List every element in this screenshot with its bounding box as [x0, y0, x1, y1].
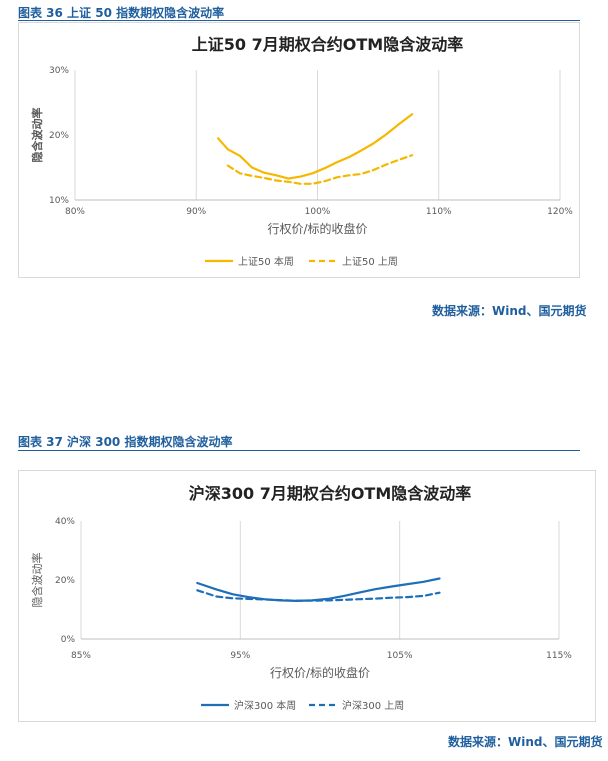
legend-label: 上证50 本周: [238, 255, 294, 268]
y-tick-label: 40%: [55, 517, 75, 527]
series-line-last-week: [196, 589, 441, 602]
figure-36-rule: [18, 20, 580, 21]
x-tick-label: 105%: [387, 651, 413, 661]
x-tick-label: 95%: [230, 651, 250, 661]
x-tick-label: 100%: [305, 207, 331, 217]
series-line-this-week: [217, 113, 414, 180]
y-tick-label: 20%: [49, 131, 69, 141]
legend-label: 上证50 上周: [342, 256, 398, 268]
x-tick-label: 120%: [547, 207, 573, 217]
x-tick-label: 90%: [186, 207, 206, 217]
chart-csi300: 沪深300 7月期权合约OTM隐含波动率 85% 95% 105% 115% 0% 20% 4…: [30, 484, 572, 712]
figure-37-rule: [18, 450, 580, 451]
legend-label: 沪深300 本周: [234, 699, 296, 712]
figure-36-source: 数据来源：Wind、国元期货: [432, 304, 587, 318]
figure-37-source: 数据来源：Wind、国元期货: [448, 735, 603, 749]
x-tick-label: 80%: [65, 207, 85, 217]
x-tick-label: 85%: [71, 651, 91, 661]
x-tick-label: 115%: [546, 651, 572, 661]
y-axis-label: 隐含波动率: [30, 553, 44, 608]
figure-37-caption: 图表 37 沪深 300 指数期权隐含波动率: [18, 435, 233, 449]
chart-title: 沪深300 7月期权合约OTM隐含波动率: [189, 484, 472, 503]
legend-label: 沪深300 上周: [342, 699, 404, 712]
chart-sse50: 上证50 7月期权合约OTM隐含波动率 80% 90% 100% 110% 120% 10%…: [30, 35, 573, 268]
x-axis-label: 行权价/标的收盘价: [270, 665, 370, 680]
y-tick-label: 0%: [61, 635, 76, 645]
chart-csi300-container: 沪深300 7月期权合约OTM隐含波动率 85% 95% 105% 115% 0% 20% 4…: [18, 470, 596, 722]
y-tick-label: 30%: [49, 66, 69, 76]
y-tick-label: 10%: [49, 196, 69, 206]
chart-title: 上证50 7月期权合约OTM隐含波动率: [192, 35, 463, 54]
y-axis-label: 隐含波动率: [30, 108, 44, 163]
x-tick-label: 110%: [426, 207, 452, 217]
figure-36-caption: 图表 36 上证 50 指数期权隐含波动率: [18, 6, 225, 20]
x-axis-label: 行权价/标的收盘价: [267, 221, 367, 236]
y-tick-label: 20%: [55, 576, 75, 586]
series-line-last-week: [226, 154, 414, 185]
chart-sse50-container: 上证50 7月期权合约OTM隐含波动率 80% 90% 100% 110% 120% 10%…: [18, 22, 580, 278]
